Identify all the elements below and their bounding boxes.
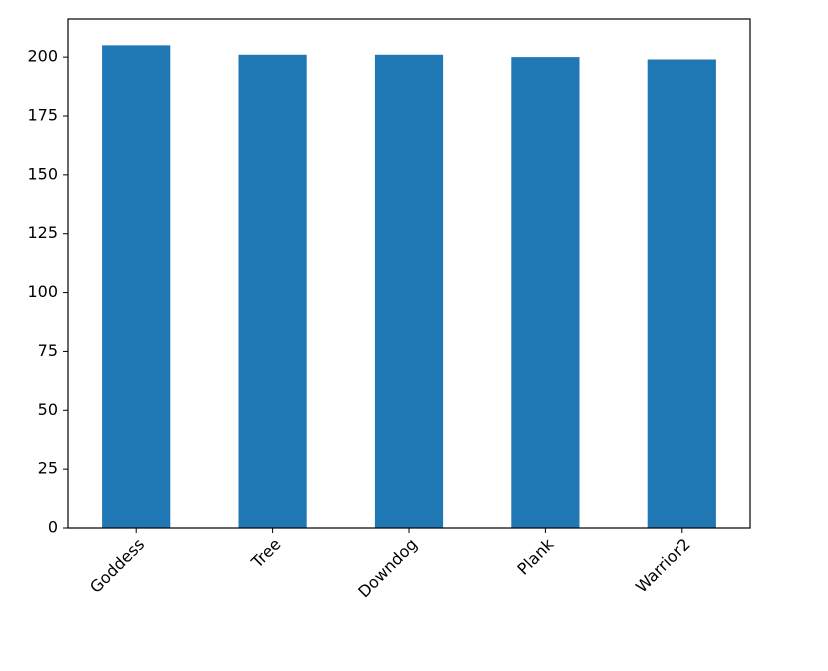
plot-frame [67,18,751,529]
bar [238,54,307,528]
bar [511,57,580,529]
y-tick-label: 0 [48,518,58,537]
y-tick-label: 175 [27,105,58,124]
y-tick-label: 150 [27,164,58,183]
bar [102,45,171,529]
bar [647,59,716,528]
y-tick-label: 25 [38,459,58,478]
bar [374,54,444,528]
y-tick-label: 100 [27,282,58,301]
y-tick-label: 125 [27,223,58,242]
y-tick-label: 50 [38,400,58,419]
y-tick-label: 75 [38,341,58,360]
y-tick-label: 200 [27,47,58,66]
